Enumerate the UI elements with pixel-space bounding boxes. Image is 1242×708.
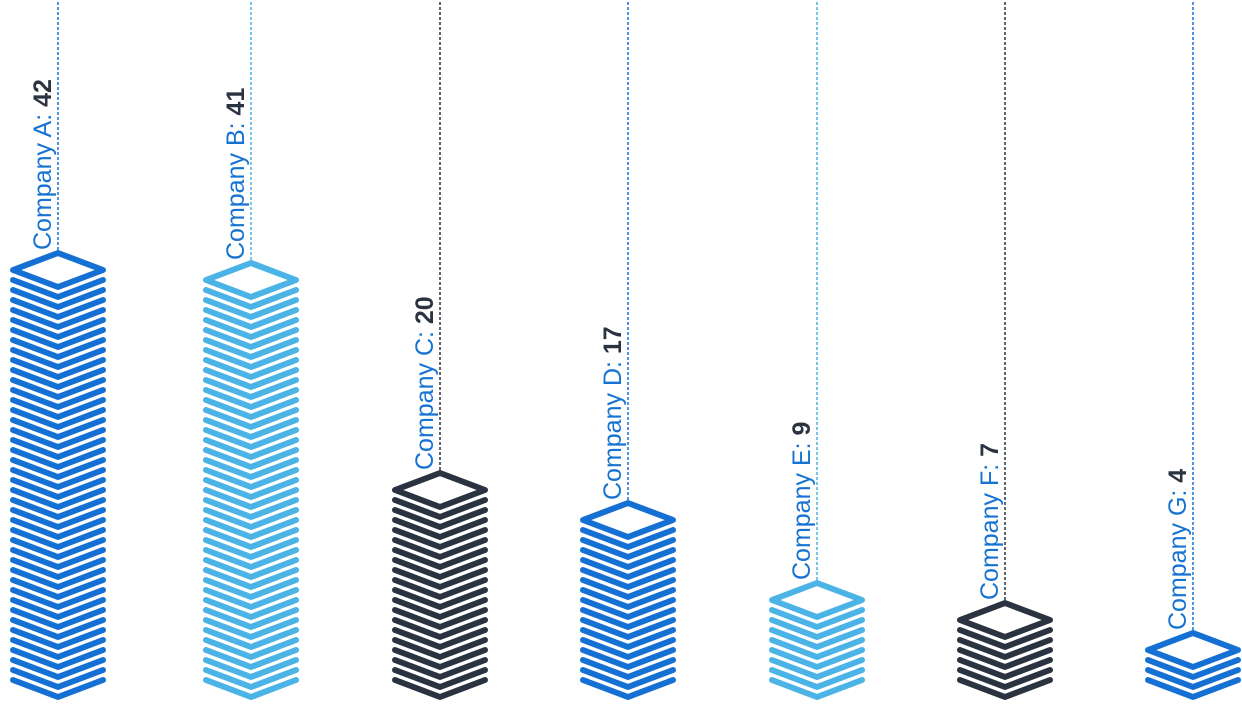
bar-5 xyxy=(769,580,865,700)
bar-label-value: 4 xyxy=(1164,469,1192,483)
bar-label-name: Company C: xyxy=(411,324,439,470)
bar-label-name: Company G: xyxy=(1164,483,1192,630)
bar-1 xyxy=(10,250,106,700)
bar-label-value: 7 xyxy=(976,443,1004,457)
bar-label-7: Company G: 4 xyxy=(1164,469,1192,630)
bar-label-name: Company F: xyxy=(976,457,1004,600)
bar-6 xyxy=(957,600,1053,700)
bar-label-name: Company B: xyxy=(222,115,250,260)
bar-4 xyxy=(580,500,676,700)
bar-label-3: Company C: 20 xyxy=(411,296,439,470)
bar-label-5: Company E: 9 xyxy=(788,422,816,580)
bar-label-value: 9 xyxy=(788,422,816,436)
bar-label-2: Company B: 41 xyxy=(222,88,250,260)
bar-7 xyxy=(1145,630,1241,700)
bar-label-value: 42 xyxy=(29,79,57,107)
bar-2 xyxy=(203,260,299,700)
bar-3 xyxy=(392,470,488,700)
bar-label-name: Company E: xyxy=(788,435,816,580)
bar-label-name: Company A: xyxy=(29,107,57,250)
bar-label-6: Company F: 7 xyxy=(976,443,1004,600)
bar-label-value: 20 xyxy=(411,296,439,324)
bar-label-1: Company A: 42 xyxy=(29,79,57,250)
bar-label-value: 41 xyxy=(222,88,250,116)
bar-label-name: Company D: xyxy=(599,354,627,500)
bar-label-value: 17 xyxy=(599,326,627,354)
bar-label-4: Company D: 17 xyxy=(599,326,627,500)
